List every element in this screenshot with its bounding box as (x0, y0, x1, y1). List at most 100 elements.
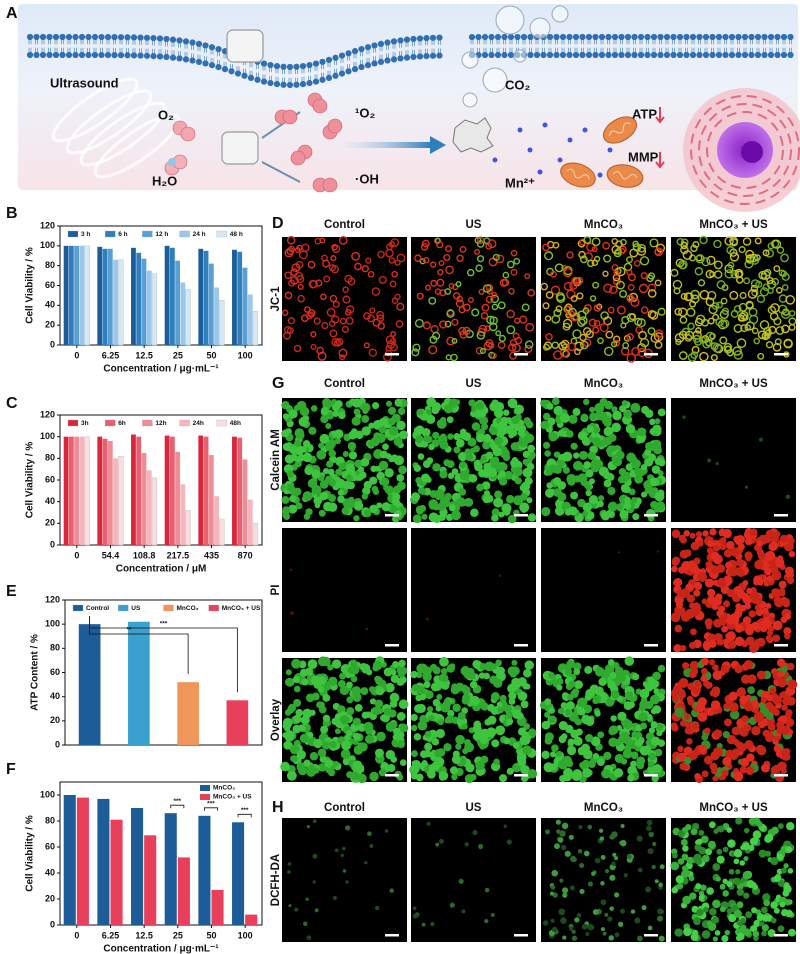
cell-signal (416, 292, 424, 300)
cell-signal (547, 672, 555, 679)
cell-signal (597, 337, 604, 345)
cell-signal (709, 528, 717, 536)
cell-signal (694, 772, 701, 780)
x-axis-label: Concentration / μg·mL⁻¹ (103, 944, 219, 954)
lipid-head (176, 37, 183, 44)
cell-signal (776, 246, 785, 254)
cell-membrane (698, 103, 792, 197)
cell-signal (394, 293, 401, 301)
cell-signal (312, 853, 318, 859)
cell-signal (604, 912, 609, 917)
cell-signal (475, 760, 485, 771)
column-header: MnCO₃ (584, 802, 623, 814)
cell-signal (450, 510, 462, 521)
cell-signal (745, 537, 753, 546)
cell-signal (587, 881, 593, 887)
cell-signal (651, 465, 661, 474)
bar (242, 459, 248, 545)
lipid-head (163, 35, 170, 43)
cell-signal (459, 461, 467, 469)
bar (164, 435, 170, 545)
cell-signal (751, 884, 758, 891)
legend-swatch (142, 230, 153, 238)
cell-signal (307, 659, 318, 670)
cell-signal (600, 927, 605, 932)
arrow-beam (345, 142, 430, 148)
lipid-head (403, 36, 411, 43)
cell-signal (313, 738, 323, 749)
legend-label: 6h (118, 420, 126, 427)
y-axis-label: Cell Viability / % (25, 247, 36, 324)
cell-signal (650, 721, 658, 729)
cell-signal (632, 513, 640, 521)
lipid-head (195, 40, 203, 47)
cell-signal (709, 821, 716, 829)
cell-signal (286, 327, 294, 335)
nanoparticle (226, 29, 264, 63)
cell-signal (484, 661, 495, 672)
ultrasound-wave (93, 113, 181, 179)
lipid-head (33, 51, 40, 59)
lipid-head (273, 63, 281, 70)
cell-signal (509, 339, 518, 347)
cell-signal (310, 477, 318, 484)
bubble (461, 51, 479, 69)
cell-signal (603, 254, 612, 263)
cell-signal (480, 455, 487, 462)
legend-label: 24h (193, 420, 204, 427)
cell-signal (638, 330, 647, 340)
lipid-head (306, 79, 313, 87)
cell-signal (681, 853, 689, 861)
cell-signal (411, 684, 420, 692)
cell-signal (712, 863, 721, 871)
cell-signal (778, 580, 787, 589)
column-header: US (466, 378, 482, 390)
cell-signal (756, 294, 766, 303)
cell-signal (344, 734, 351, 741)
bar (208, 455, 214, 545)
cell-signal (543, 341, 553, 350)
cell-signal (611, 422, 621, 433)
cell-signal (579, 450, 588, 460)
legend-label: US (131, 605, 141, 612)
cell-signal (765, 733, 774, 743)
cell-signal (351, 251, 360, 261)
cell-signal (725, 561, 733, 569)
cell-signal (767, 929, 776, 938)
cell-signal (289, 445, 299, 455)
cell-signal (689, 752, 698, 760)
y-tick-label: 20 (45, 320, 55, 330)
cell-signal (773, 875, 781, 883)
cell-signal (682, 250, 693, 260)
cell-signal (594, 857, 601, 864)
row-label: PI (270, 585, 282, 596)
cell-signal (733, 849, 743, 858)
y-tick-label: 40 (45, 867, 55, 877)
cell-signal (342, 286, 349, 293)
cell-signal (365, 727, 373, 735)
cell-signal (310, 343, 317, 350)
cell-signal (345, 880, 349, 884)
cell-signal (753, 579, 760, 586)
bar (131, 247, 136, 345)
cell-signal (703, 755, 713, 765)
cell-signal (327, 502, 338, 512)
cell-signal (742, 616, 752, 625)
cell-signal (483, 341, 493, 351)
lipid-head (546, 33, 554, 41)
panel-label: H (272, 799, 284, 816)
cell-signal (378, 425, 387, 434)
cell-signal (729, 290, 739, 300)
cell-signal (308, 279, 318, 289)
lipid-head (663, 51, 671, 59)
cell-signal (318, 442, 325, 449)
lipid-head (390, 56, 398, 63)
cell-signal (342, 480, 352, 490)
lipid-head (130, 34, 138, 41)
bar (252, 523, 259, 546)
cell-signal (787, 662, 795, 671)
bar (113, 259, 118, 345)
cell-signal (775, 326, 785, 335)
bar (151, 273, 158, 346)
cell-signal (443, 404, 454, 414)
